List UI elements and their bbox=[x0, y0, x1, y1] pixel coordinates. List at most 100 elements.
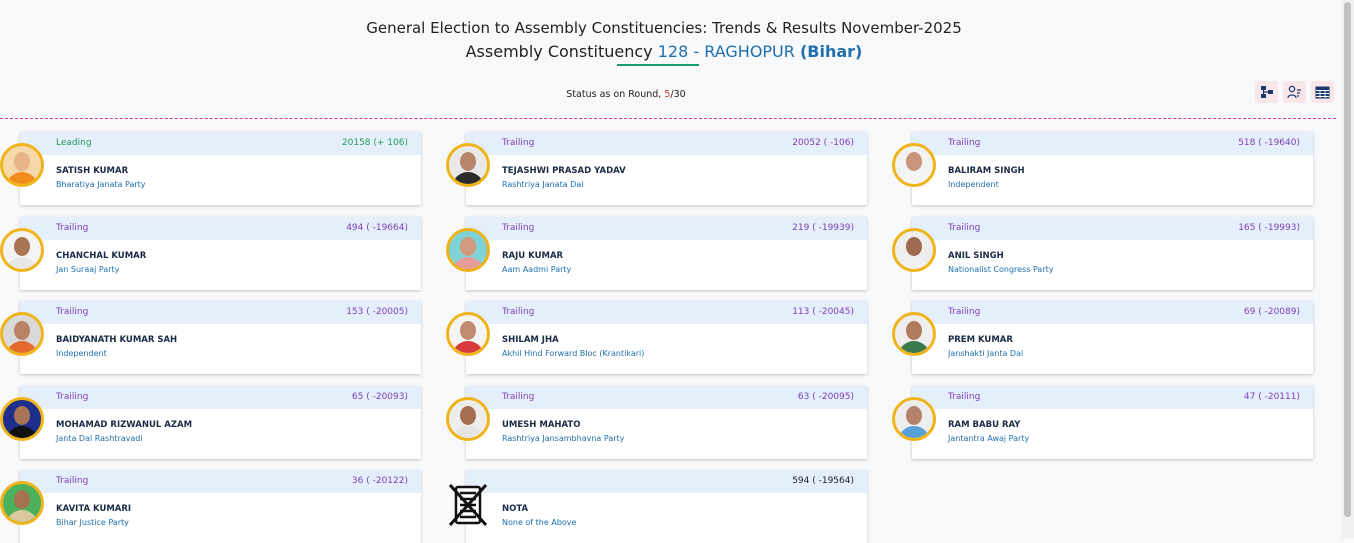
photo-face bbox=[460, 152, 476, 171]
constituency-separator: - bbox=[693, 42, 700, 61]
nota-icon bbox=[448, 483, 488, 527]
candidate-party: Nationalist Congress Party bbox=[948, 265, 1054, 274]
card-header: Trailing 36 ( -20122) bbox=[20, 470, 421, 493]
candidate-party: Independent bbox=[948, 180, 999, 189]
candidate-status: Trailing bbox=[948, 138, 981, 148]
candidate-card[interactable]: Trailing 20052 ( -106) TEJASHWI PRASAD YAD… bbox=[446, 132, 867, 205]
candidate-card[interactable]: Trailing 219 ( -19939) RAJU KUMAR Aam Aadmi… bbox=[446, 217, 867, 290]
candidate-photo bbox=[892, 143, 936, 187]
candidate-status: Trailing bbox=[502, 138, 535, 148]
photo-shoulders bbox=[6, 426, 38, 438]
candidate-card[interactable]: Trailing 65 ( -20093) MOHAMAD RIZWANUL AZA… bbox=[0, 386, 421, 459]
candidate-card[interactable]: Trailing 518 ( -19640) BALIRAM SINGH Indepe… bbox=[892, 132, 1313, 205]
photo-shoulders bbox=[452, 426, 484, 438]
photo-shoulders bbox=[6, 510, 38, 522]
candidate-card[interactable]: 594 ( -19564) NOTA None of the Above bbox=[448, 470, 867, 543]
candidate-votes: 65 ( -20093) bbox=[351, 392, 408, 402]
table-view-button[interactable] bbox=[1311, 81, 1334, 103]
photo-shoulders bbox=[6, 341, 38, 353]
candidate-card[interactable]: Trailing 494 ( -19664) CHANCHAL KUMAR Jan S… bbox=[0, 217, 421, 290]
candidate-status: Trailing bbox=[56, 476, 89, 486]
candidate-name: KAVITA KUMARI bbox=[56, 504, 132, 514]
candidate-party: Akhil Hind Forward Bloc (Krantikari) bbox=[502, 349, 645, 358]
photo-shoulders bbox=[452, 257, 484, 269]
candidate-status: Trailing bbox=[56, 307, 89, 317]
candidate-status: Trailing bbox=[948, 392, 981, 402]
candidate-status: Trailing bbox=[502, 392, 535, 402]
candidate-votes: 518 ( -19640) bbox=[1238, 138, 1300, 148]
photo-face bbox=[906, 321, 922, 340]
candidate-status: Trailing bbox=[502, 307, 535, 317]
candidate-votes: 47 ( -20111) bbox=[1243, 392, 1300, 402]
candidate-party: Janshakti Janta Dal bbox=[948, 349, 1024, 358]
candidate-party: None of the Above bbox=[502, 518, 577, 527]
candidate-card[interactable]: Trailing 69 ( -20089) PREM KUMAR Janshakti … bbox=[892, 301, 1313, 374]
candidate-votes: 20158 (+ 106) bbox=[341, 138, 408, 148]
photo-shoulders bbox=[6, 257, 38, 269]
candidate-party: Bharatiya Janata Party bbox=[56, 180, 146, 189]
candidate-name: BALIRAM SINGH bbox=[948, 166, 1025, 176]
photo-shoulders bbox=[898, 257, 930, 269]
candidate-card[interactable]: Trailing 153 ( -20005) BAIDYANATH KUMAR SA… bbox=[0, 301, 421, 374]
candidate-name: ANIL SINGH bbox=[948, 251, 1004, 261]
card-header: Trailing 113 ( -20045) bbox=[466, 301, 867, 324]
candidate-photo bbox=[0, 481, 44, 525]
heading-underline bbox=[617, 64, 699, 66]
card-header: Trailing 494 ( -19664) bbox=[20, 217, 421, 240]
candidate-name: CHANCHAL KUMAR bbox=[56, 251, 147, 261]
card-header: 594 ( -19564) bbox=[466, 470, 867, 493]
candidate-votes: 113 ( -20045) bbox=[792, 307, 854, 317]
constituency-heading: Assembly Constituency 128 - RAGHOPUR (Bi… bbox=[0, 42, 1328, 61]
candidate-status: Trailing bbox=[56, 392, 89, 402]
candidate-photo bbox=[446, 228, 490, 272]
candidate-status: Trailing bbox=[502, 223, 535, 233]
candidate-card[interactable]: Trailing 36 ( -20122) KAVITA KUMARI Bihar J… bbox=[0, 470, 421, 543]
sitemap-view-button[interactable] bbox=[1255, 81, 1278, 103]
photo-face bbox=[14, 321, 30, 340]
constituency-name: RAGHOPUR bbox=[704, 42, 795, 61]
photo-shoulders bbox=[452, 341, 484, 353]
candidate-card[interactable]: Trailing 47 ( -20111) RAM BABU RAY Jantantr… bbox=[892, 386, 1313, 459]
candidate-card[interactable]: Leading 20158 (+ 106) SATISH KUMAR Bharatiy… bbox=[0, 132, 421, 205]
photo-face bbox=[906, 237, 922, 256]
candidate-card[interactable]: Trailing 63 ( -20095) UMESH MAHATO Rashtriy… bbox=[446, 386, 867, 459]
page-title: General Election to Assembly Constituenc… bbox=[366, 19, 962, 37]
scrollbar[interactable] bbox=[1341, 0, 1354, 539]
candidate-status: Leading bbox=[56, 138, 92, 148]
photo-shoulders bbox=[898, 341, 930, 353]
candidate-name: BAIDYANATH KUMAR SAH bbox=[56, 335, 178, 345]
card-header: Trailing 165 ( -19993) bbox=[912, 217, 1313, 240]
candidate-photo bbox=[0, 312, 44, 356]
candidate-photo bbox=[0, 143, 44, 187]
candidate-status: Trailing bbox=[56, 223, 89, 233]
candidate-card[interactable]: Trailing 113 ( -20045) SHILAM JHA Akhil Hin… bbox=[446, 301, 867, 374]
candidate-votes: 494 ( -19664) bbox=[346, 223, 408, 233]
card-header: Trailing 47 ( -20111) bbox=[912, 386, 1313, 409]
candidate-name: MOHAMAD RIZWANUL AZAM bbox=[56, 420, 193, 430]
candidate-name: SHILAM JHA bbox=[502, 335, 559, 345]
candidate-party: Rashtriya Janata Dal bbox=[502, 180, 584, 189]
card-header: Trailing 219 ( -19939) bbox=[466, 217, 867, 240]
candidate-votes: 69 ( -20089) bbox=[1243, 307, 1300, 317]
candidate-photo bbox=[892, 312, 936, 356]
candidate-card[interactable]: Trailing 165 ( -19993) ANIL SINGH Nationali… bbox=[892, 217, 1313, 290]
table-icon bbox=[1315, 86, 1330, 98]
photo-face bbox=[906, 406, 922, 425]
card-header: Trailing 69 ( -20089) bbox=[912, 301, 1313, 324]
candidate-photo bbox=[892, 228, 936, 272]
card-header: Trailing 20052 ( -106) bbox=[466, 132, 867, 155]
scrollbar-thumb[interactable] bbox=[1344, 2, 1351, 517]
user-filter-button[interactable] bbox=[1283, 81, 1306, 103]
card-header: Trailing 63 ( -20095) bbox=[466, 386, 867, 409]
candidate-party: Jantantra Awaj Party bbox=[948, 434, 1030, 443]
candidate-votes: 165 ( -19993) bbox=[1238, 223, 1300, 233]
candidate-votes: 36 ( -20122) bbox=[351, 476, 408, 486]
candidate-votes: 153 ( -20005) bbox=[346, 307, 408, 317]
card-header: Trailing 518 ( -19640) bbox=[912, 132, 1313, 155]
photo-shoulders bbox=[898, 426, 930, 438]
photo-shoulders bbox=[898, 172, 930, 184]
constituency-number: 128 bbox=[657, 42, 689, 61]
photo-face bbox=[460, 406, 476, 425]
candidate-photo bbox=[0, 397, 44, 441]
candidate-party: Jan Suraaj Party bbox=[56, 265, 120, 274]
